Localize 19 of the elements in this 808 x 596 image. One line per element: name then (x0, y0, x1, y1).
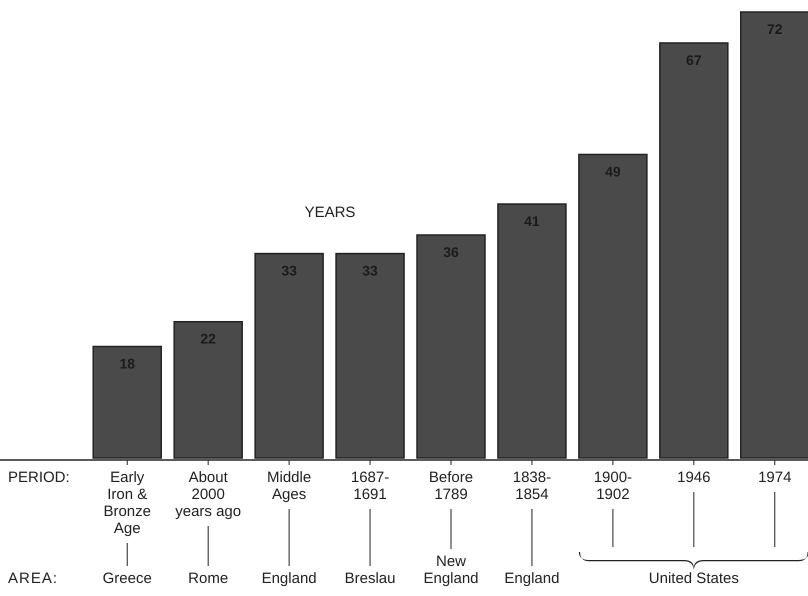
text: Rome (188, 570, 228, 587)
x-tick-label: 1946 (677, 469, 711, 486)
text: Greece (102, 570, 152, 587)
text: AREA: (8, 570, 58, 587)
x-tick-label: 1974 (758, 469, 792, 486)
x-tick-label: 1687- 1691 (350, 469, 390, 503)
text: United States (648, 570, 739, 587)
x-tick-label: About 2000 years ago (175, 469, 242, 520)
text: New England (423, 553, 479, 587)
y-axis-title: YEARS (304, 204, 356, 221)
x-tick-label: Before 1789 (428, 469, 474, 503)
x-tick-label: Middle Ages (267, 469, 312, 503)
text: PERIOD: (8, 469, 70, 486)
text: Breslau (344, 570, 396, 587)
text: England (262, 570, 317, 587)
text: England (504, 570, 560, 587)
x-tick-label: Early Iron & Bronze Age (103, 469, 151, 537)
x-tick-label: 1900- 1902 (594, 469, 632, 503)
x-tick-label: 1838- 1854 (512, 469, 552, 503)
